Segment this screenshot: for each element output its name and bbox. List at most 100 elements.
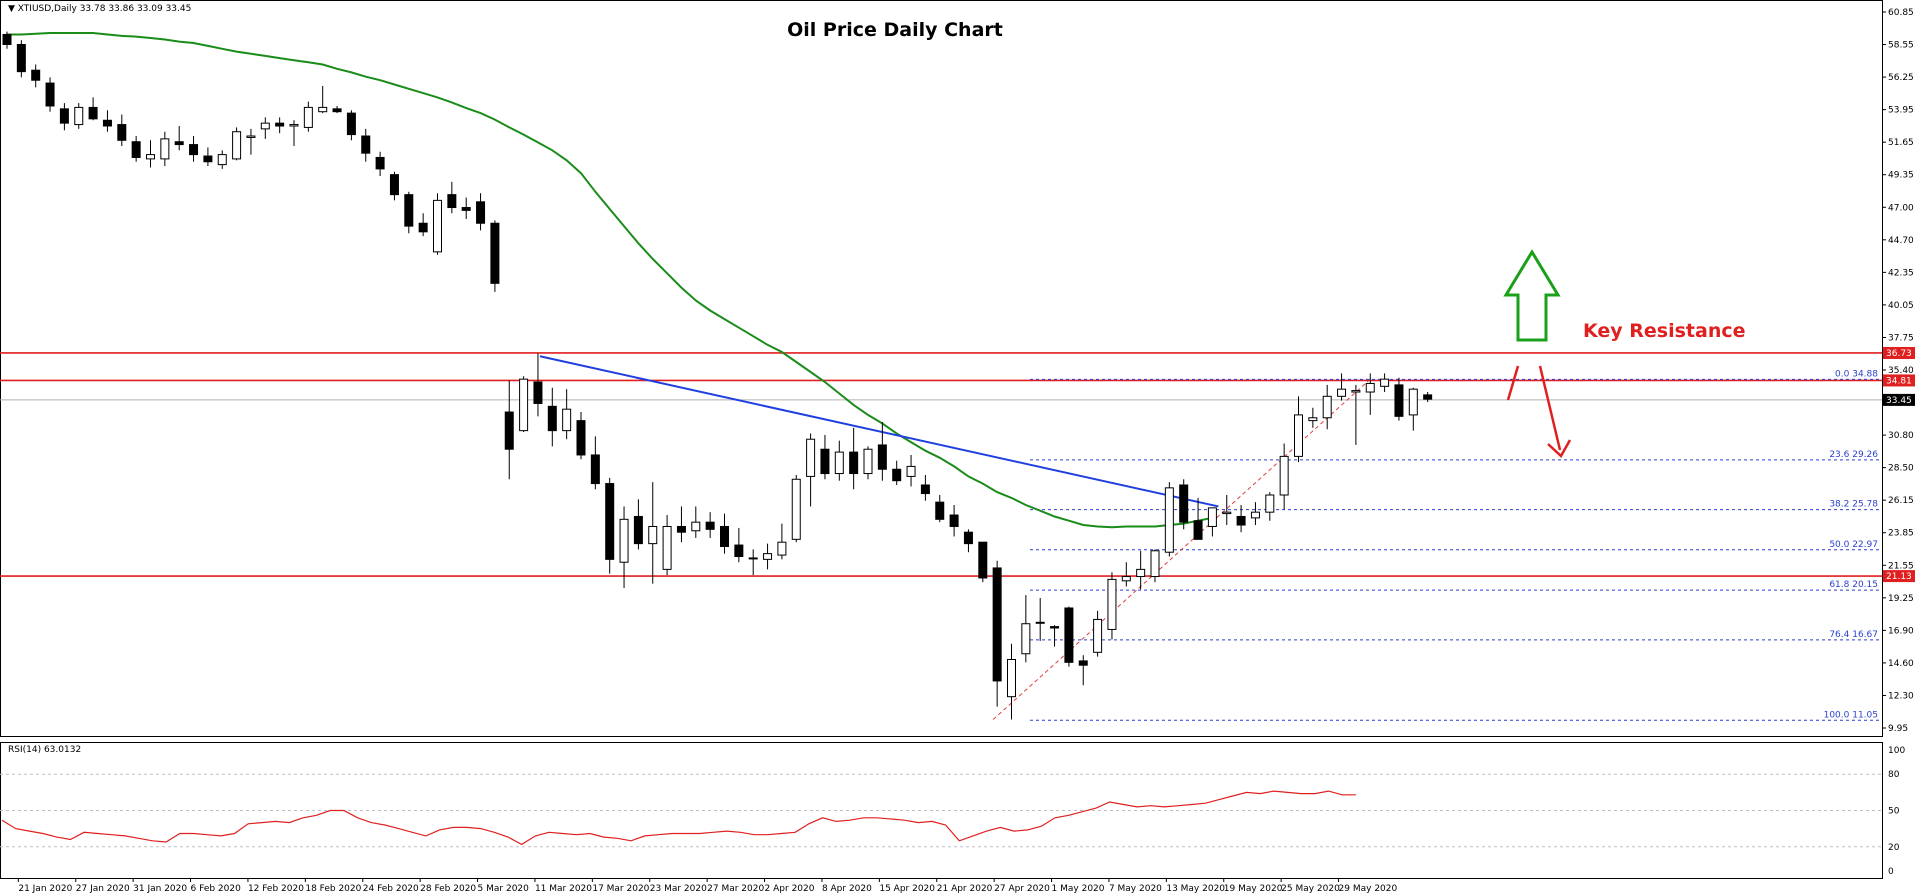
bearish-candle: [1236, 515, 1246, 526]
bearish-candle: [275, 122, 285, 127]
bullish-candle: [763, 553, 773, 560]
price-tick-label: 60.85: [1888, 8, 1914, 18]
bullish-candle: [1021, 623, 1031, 655]
bullish-candle: [1136, 568, 1146, 578]
level-price-label: 36.73: [1886, 349, 1912, 359]
fib-level-label: 61.8 20.15: [1829, 580, 1878, 590]
bullish-candle: [1322, 395, 1332, 419]
date-tick-label: 31 Jan 2020: [133, 884, 187, 894]
bearish-candle: [88, 106, 98, 120]
bullish-candle: [160, 138, 170, 160]
bearish-candle: [1050, 626, 1060, 629]
bearish-candle: [949, 514, 959, 527]
bullish-candle: [519, 378, 529, 432]
rsi-tick-label: 20: [1888, 843, 1900, 853]
date-tick-label: 7 May 2020: [1109, 884, 1162, 894]
date-tick-label: 25 May 2020: [1281, 884, 1340, 894]
fib-level-label: 50.0 22.97: [1829, 540, 1878, 550]
bullish-candle: [791, 478, 801, 540]
date-tick-label: 18 Feb 2020: [305, 884, 361, 894]
bullish-candle: [260, 122, 270, 130]
bullish-candle: [1150, 550, 1160, 578]
date-tick-label: 5 Mar 2020: [478, 884, 530, 894]
fib-level-label: 23.6 29.26: [1829, 450, 1878, 460]
price-tick-label: 23.85: [1888, 529, 1914, 539]
bearish-candle: [389, 174, 399, 196]
bearish-candle: [978, 541, 988, 579]
bearish-candle: [59, 108, 69, 124]
fib-level-label: 38.2 25.78: [1829, 500, 1878, 510]
bullish-candle: [74, 106, 84, 126]
bearish-candle: [533, 381, 543, 404]
price-tick-label: 42.35: [1888, 268, 1914, 278]
bullish-candle: [1250, 511, 1260, 519]
bullish-candle: [906, 465, 916, 477]
main-pane-frame: [0, 0, 1883, 737]
bullish-candle: [1164, 487, 1174, 553]
bearish-candle: [920, 484, 930, 495]
rsi-tick-label: 100: [1888, 746, 1905, 756]
bearish-candle: [1078, 660, 1088, 666]
bearish-candle: [877, 444, 887, 470]
price-tick-label: 16.90: [1888, 626, 1914, 636]
bullish-candle: [1093, 618, 1103, 653]
date-tick-label: 6 Feb 2020: [191, 884, 242, 894]
price-tick-label: 12.30: [1888, 691, 1914, 701]
price-tick-label: 19.25: [1888, 594, 1914, 604]
date-tick-label: 29 May 2020: [1339, 884, 1398, 894]
bearish-candle: [1179, 484, 1189, 523]
price-tick-label: 51.65: [1888, 138, 1914, 148]
key-resistance-annotation: Key Resistance: [1583, 320, 1746, 342]
bullish-candle: [806, 438, 816, 477]
ohlc-values: 33.78 33.86 33.09 33.45: [79, 4, 192, 14]
price-tick-label: 49.35: [1888, 171, 1914, 181]
bearish-candle: [590, 454, 600, 485]
bullish-candle: [1380, 378, 1390, 387]
bullish-candle: [433, 199, 442, 253]
bearish-candle: [1064, 607, 1074, 663]
bearish-candle: [361, 135, 371, 154]
price-tick-label: 53.95: [1888, 106, 1914, 116]
date-tick-label: 28 Feb 2020: [420, 884, 476, 894]
bearish-candle: [2, 33, 12, 45]
red-breakout-line: [1506, 365, 1520, 401]
price-tick-label: 21.55: [1888, 561, 1914, 571]
date-tick-label: 15 Apr 2020: [879, 884, 935, 894]
price-tick-label: 30.80: [1888, 431, 1914, 441]
date-tick-label: 2 Apr 2020: [765, 884, 815, 894]
bullish-candle: [1035, 621, 1045, 624]
bullish-candle: [1207, 507, 1217, 527]
rsi-header: RSI(14) 63.0132: [8, 745, 82, 755]
bearish-candle: [734, 544, 744, 558]
date-tick-label: 13 May 2020: [1166, 884, 1225, 894]
price-tick-label: 56.25: [1888, 73, 1914, 83]
level-price-box: [1883, 374, 1915, 387]
bearish-candle: [174, 141, 184, 146]
level-price-label: 34.81: [1886, 376, 1912, 386]
bullish-candle: [691, 521, 701, 532]
bullish-candle: [1337, 388, 1347, 397]
level-price-box: [1883, 570, 1915, 583]
bearish-candle: [461, 207, 471, 211]
bullish-candle: [1308, 417, 1318, 422]
bullish-candle: [303, 106, 313, 128]
symbol-label: XTIUSD,Daily: [17, 4, 77, 14]
bullish-candle: [246, 135, 256, 138]
date-tick-label: 1 May 2020: [1052, 884, 1105, 894]
bearish-candle: [117, 124, 127, 141]
bearish-candle: [490, 222, 500, 284]
blue-trendline: [539, 355, 1219, 508]
bearish-candle: [476, 201, 486, 224]
fib-level-label: 0.0 34.88: [1835, 369, 1878, 379]
date-tick-label: 11 Mar 2020: [535, 884, 592, 894]
bearish-candle: [605, 483, 615, 560]
bearish-candle: [820, 448, 830, 475]
bullish-candle: [1294, 414, 1303, 457]
fib-level-label: 76.4 16.67: [1829, 630, 1878, 640]
rsi-tick-label: 50: [1888, 807, 1900, 817]
price-tick-label: 37.75: [1888, 333, 1914, 343]
moving-average-line: [7, 32, 1213, 529]
level-price-box: [1883, 346, 1915, 359]
rsi-tick-label: 80: [1888, 770, 1900, 780]
